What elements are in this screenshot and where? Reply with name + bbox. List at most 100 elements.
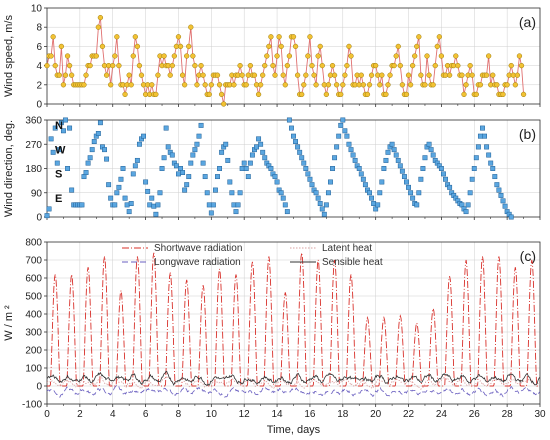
wind-speed-point [333,82,340,88]
wind-direction-point [362,182,368,188]
wind-direction-point [471,166,477,171]
wind-speed-point [490,72,496,78]
y-tick-label: 700 [25,256,42,267]
wind-direction-point [410,195,416,201]
x-tick-label: 16 [304,409,316,420]
wind-speed-point [331,72,338,78]
wind-speed-point [116,62,122,69]
y-tick-label: 600 [25,274,42,285]
wind-direction-point [67,125,73,131]
y-tick-label: 800 [25,238,42,249]
wind-direction-point [126,209,132,215]
wind-speed-point [231,82,237,88]
wind-direction-point [484,144,490,150]
wind-direction-point [85,160,91,166]
wind-direction-point [192,147,198,153]
wind-direction-point [288,125,294,131]
wind-direction-point [256,136,262,142]
wind-direction-point [356,166,362,171]
wind-direction-point [165,144,171,150]
wind-speed-point [208,82,214,88]
wind-speed-point [239,72,245,78]
wind-direction-point [212,187,218,193]
wind-direction-point [91,139,97,145]
wind-speed-point [155,72,161,78]
wind-speed-point [216,82,223,88]
wind-direction-point [443,176,448,182]
wind-direction-point [397,163,403,169]
wind-direction-point [233,209,239,215]
wind-direction-point [325,190,331,196]
wind-direction-point [408,190,414,196]
wind-speed-point [307,34,313,40]
wind-speed-point [122,91,128,98]
wind-speed-point [50,34,56,40]
wind-speed-point [103,72,110,78]
series-line-sensible-heat [46,370,541,387]
wind-direction-point [422,155,428,161]
wind-speed-point [262,62,268,69]
wind-speed-point [409,62,416,69]
wind-direction-point [247,160,253,166]
wind-direction-point [194,141,200,147]
compass-label-w: W [55,144,66,156]
x-tick-label: 28 [502,409,514,420]
wind-direction-point [163,125,169,131]
legend-entry: Latent heat [322,243,372,254]
wind-direction-point [149,195,155,201]
wind-speed-point [500,91,506,98]
wind-speed-point [87,62,93,69]
wind-speed-point [477,82,484,88]
wind-direction-point [87,155,93,161]
wind-speed-point [272,72,278,78]
wind-direction-point [346,141,352,147]
wind-direction-point [334,144,340,150]
wind-direction-point [50,149,56,155]
wind-speed-point [52,62,58,69]
y-axis-title: Wind speed, m/s [3,15,15,97]
wind-direction-point [249,152,255,158]
wind-direction-point [159,166,165,171]
wind-direction-point [227,179,233,185]
wind-direction-point [305,171,311,177]
y-tick-label: 0 [36,213,42,224]
wind-direction-point [488,160,494,166]
wind-speed-point [405,72,412,78]
wind-direction-point [500,198,506,204]
wind-direction-point [350,152,356,158]
wind-direction-point [307,176,313,182]
y-tick-label: 0 [36,382,42,393]
x-tick-label: 0 [44,409,50,420]
wind-direction-point [480,125,485,131]
wind-speed-point [126,72,132,78]
wind-direction-point [274,179,280,185]
wind-direction-point [321,211,327,217]
wind-speed-point [130,53,136,59]
wind-speed-point [311,72,317,78]
wind-direction-point [204,190,210,196]
wind-speed-point [455,62,461,69]
wind-direction-point [147,202,153,208]
wind-speed-point [56,72,62,78]
wind-direction-point [153,211,159,217]
wind-direction-point [180,170,186,175]
wind-speed-point [504,82,510,88]
wind-speed-point [364,91,371,98]
x-tick-label: 14 [272,409,284,420]
wind-direction-point [301,160,307,166]
wind-speed-point [81,82,87,88]
wind-speed-point [64,53,71,59]
wind-speed-point [436,34,442,40]
wind-direction-point [237,190,243,196]
wind-speed-point [294,72,301,78]
wind-speed-point [424,53,430,59]
wind-speed-point [516,53,523,59]
wind-speed-point [214,72,221,78]
wind-speed-point [446,72,453,78]
wind-direction-point [145,188,151,194]
wind-direction-point [132,163,138,169]
wind-direction-point [284,209,290,215]
wind-direction-point [241,160,247,166]
wind-speed-point [348,53,354,59]
wind-direction-point [328,179,333,185]
